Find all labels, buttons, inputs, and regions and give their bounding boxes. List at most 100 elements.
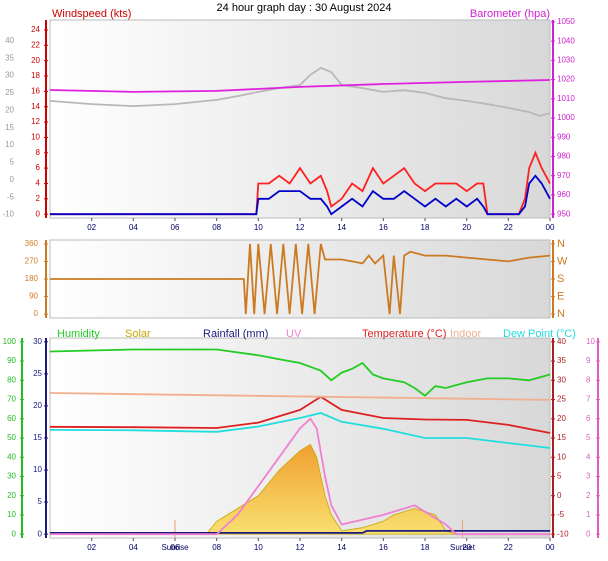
y-tick-label: 2 [36,194,41,203]
x-tick-label: 00 [546,223,555,232]
x-tick-label: 10 [254,543,263,552]
y-tick-label: 40 [557,337,566,346]
y-tick-label: 0 [557,491,562,500]
y-tick-label: -10 [557,529,569,538]
y-tick-label: 5 [10,158,15,167]
y-tick-label: 5 [38,497,43,506]
y-tick-label: 0 [10,175,15,184]
y-tick-label: 40 [5,36,14,45]
y-tick-label: 10 [5,140,14,149]
y-tick-label: 7 [586,395,591,404]
x-tick-label: 00 [546,543,555,552]
y-tick-label: 1040 [557,36,575,45]
y-tick-label: 20 [5,105,14,114]
y-tick-label: 22 [31,40,40,49]
x-tick-label: 14 [337,223,346,232]
title: 24 hour graph day : 30 August 2024 [217,2,392,14]
y-tick-label: 1050 [557,17,575,26]
y-tick-label: 6 [586,414,591,423]
y-tick-label: 14 [31,102,40,111]
x-tick-label: 22 [504,543,513,552]
line [50,243,551,315]
x-tick-label: 04 [129,543,138,552]
y-tick-label: 20 [557,414,566,423]
line [50,530,550,534]
annotation: Sunrise [161,543,189,552]
y-tick-label: 20 [31,56,40,65]
x-tick-label: 06 [171,543,180,552]
y-tick-label: 24 [31,25,40,34]
x-tick-label: 16 [379,223,388,232]
x-tick-label: 16 [379,543,388,552]
y-tick-label: 30 [557,375,566,384]
y-tick-label: 30 [33,337,42,346]
line [49,412,551,449]
y-tick-label: N [557,308,565,320]
line [50,417,550,536]
y-tick-label: 70 [7,395,16,404]
y-tick-label: 3 [586,472,591,481]
plot-area [49,19,551,219]
legend-entry: Humidity [57,328,100,340]
y-tick-label: 1020 [557,75,575,84]
y-tick-label: 990 [557,132,571,141]
y-tick-label: 50 [7,433,16,442]
line [49,66,551,117]
x-tick-label: 08 [212,223,221,232]
line [50,174,551,216]
y-tick-label: 30 [7,472,16,481]
y-tick-label: 18 [31,71,40,80]
y-tick-label: E [557,290,564,302]
y-tick-label: 5 [586,433,591,442]
y-tick-label: 1000 [557,113,575,122]
y-tick-label: 960 [557,190,571,199]
y-tick-label: 10 [31,133,40,142]
y-tick-label: 2 [586,491,591,500]
y-tick-label: 15 [33,433,42,442]
legend-entry: Solar [125,328,151,340]
y-tick-label: -5 [7,192,15,201]
y-tick-label: 1030 [557,55,575,64]
y-tick-label: 16 [31,86,40,95]
y-tick-label: 20 [7,491,16,500]
y-tick-label: 4 [36,179,41,188]
y-tick-label: 12 [31,117,40,126]
y-tick-label: 25 [5,88,14,97]
y-tick-label: 0 [34,309,39,318]
y-tick-label: 10 [33,465,42,474]
y-tick-label: 950 [557,209,571,218]
x-tick-label: 10 [254,223,263,232]
x-tick-label: 14 [337,543,346,552]
y-tick-label: 0 [586,529,591,538]
line [49,348,551,397]
x-tick-label: 20 [462,223,471,232]
y-tick-label: 100 [3,337,17,346]
y-tick-label: 10 [557,452,566,461]
y-tick-label: 15 [557,433,566,442]
y-tick-label: S [557,273,564,285]
x-tick-label: 08 [212,543,221,552]
y-tick-label: 25 [557,395,566,404]
x-tick-label: 04 [129,223,138,232]
line [49,395,551,434]
y-tick-label: 40 [7,452,16,461]
axis-label: Windspeed (kts) [52,8,131,20]
y-tick-label: 970 [557,171,571,180]
y-tick-label: 9 [586,356,591,365]
annotation: Sunset [450,543,476,552]
x-tick-label: 20 [462,543,471,552]
y-tick-label: 8 [36,148,41,157]
y-tick-label: 90 [29,292,38,301]
x-tick-label: 22 [504,223,513,232]
x-tick-label: 18 [421,223,430,232]
x-tick-label: 12 [296,543,305,552]
y-tick-label: 35 [5,53,14,62]
y-tick-label: 90 [7,356,16,365]
y-tick-label: -5 [557,510,565,519]
y-tick-label: 270 [25,257,39,266]
y-tick-label: 25 [33,369,42,378]
y-tick-label: 360 [25,239,39,248]
y-tick-label: 180 [25,274,39,283]
y-tick-label: W [557,255,568,267]
